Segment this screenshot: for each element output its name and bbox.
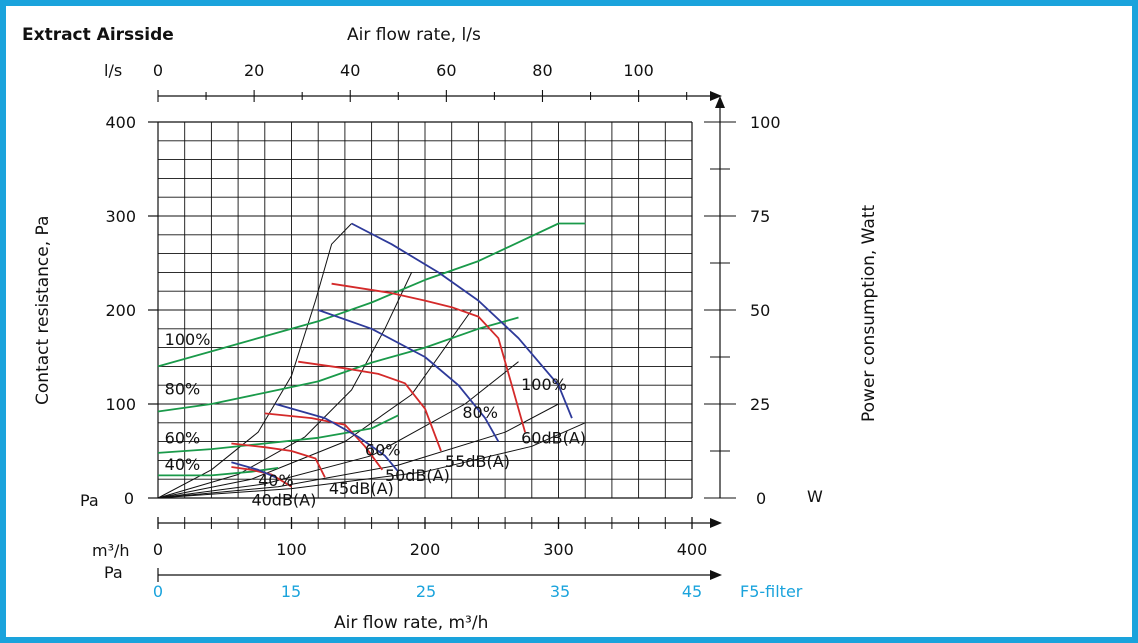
fan-curve xyxy=(231,461,276,479)
curve-label: 100% xyxy=(165,330,211,349)
top-axis-tick-label: 100 xyxy=(623,61,654,80)
curve-label: 60% xyxy=(165,428,201,447)
left-axis-unit: Pa xyxy=(80,491,99,510)
filter-axis-label: F5-filter xyxy=(740,582,803,601)
top-axis-title: Air flow rate, l/s xyxy=(347,25,481,45)
bottom-axis-tick-label: 200 xyxy=(410,540,441,559)
sound-curve xyxy=(264,412,384,471)
top-axis-tick-label: 80 xyxy=(532,61,552,80)
top-axis-tick-label: 20 xyxy=(244,61,264,80)
curve-label: 40% xyxy=(165,455,201,474)
filter-axis-tick-label: 35 xyxy=(550,582,570,601)
left-axis-tick-label: 400 xyxy=(105,113,136,132)
bottom-axis-arrow xyxy=(710,518,722,528)
right-axis-tick-label: 25 xyxy=(750,395,770,414)
filter-axis-tick-label: 25 xyxy=(416,582,436,601)
system-curve xyxy=(157,361,519,499)
curve-label: 80% xyxy=(462,403,498,422)
top-axis-tick-label: 60 xyxy=(436,61,456,80)
right-axis-unit: W xyxy=(807,487,823,506)
right-axis-arrow xyxy=(715,96,725,108)
power-curve xyxy=(157,222,586,368)
system-curve xyxy=(157,309,473,499)
curve-label: 50dB(A) xyxy=(385,466,450,485)
sound-curve xyxy=(298,360,442,452)
fan-curve xyxy=(317,309,500,443)
curve-label: 40% xyxy=(258,471,294,490)
left-axis-tick-label: 200 xyxy=(105,301,136,320)
curve-label: 45dB(A) xyxy=(329,479,394,498)
filter-axis-tick-label: 0 xyxy=(153,582,163,601)
top-axis-tick-label: 40 xyxy=(340,61,360,80)
top-axis-tick-label: 0 xyxy=(153,61,163,80)
filter-axis-tick-label: 45 xyxy=(682,582,702,601)
power-curve xyxy=(157,414,399,454)
right-axis-tick-label: 0 xyxy=(756,489,766,508)
bottom-axis-tick-label: 100 xyxy=(276,540,307,559)
filter-axis-arrow xyxy=(710,570,722,580)
bottom-axis-title: Air flow rate, m³/h xyxy=(334,613,488,633)
curve-label: 60dB(A) xyxy=(521,428,586,447)
system-curve xyxy=(157,272,413,499)
bottom-axis-unit: m³/h xyxy=(92,541,130,560)
bottom-axis-tick-label: 300 xyxy=(543,540,574,559)
sound-curve xyxy=(231,442,326,478)
right-axis-tick-label: 50 xyxy=(750,301,770,320)
sound-curve xyxy=(331,282,526,433)
curves: 100% 80% 60% 40% 100% 80% 60% 40% 60dB(A) 55dB(A)… xyxy=(157,222,586,510)
filter-axis-tick-label: 15 xyxy=(281,582,301,601)
curve-label: 60% xyxy=(365,441,401,460)
power-curve xyxy=(158,467,279,477)
left-axis-title: Contact resistance, Pa xyxy=(33,216,53,405)
left-axis-tick-label: 100 xyxy=(105,395,136,414)
bottom-axis-tick-label: 0 xyxy=(153,540,163,559)
system-curve xyxy=(157,422,586,499)
curve-label: 80% xyxy=(165,380,201,399)
curve-label: 100% xyxy=(521,375,567,394)
curve-label: 40dB(A) xyxy=(251,491,316,510)
left-axis-tick-label: 300 xyxy=(105,207,136,226)
system-curve xyxy=(157,223,352,499)
right-axis-tick-label: 100 xyxy=(750,113,781,132)
fan-curve xyxy=(351,222,573,419)
chart-title: Extract Airsside xyxy=(22,25,174,45)
curve-label: 55dB(A) xyxy=(445,452,510,471)
fan-curve xyxy=(275,403,399,473)
filter-axis-unit: Pa xyxy=(104,563,123,582)
top-axis-arrow xyxy=(710,91,722,101)
bottom-axis-tick-label: 400 xyxy=(677,540,708,559)
axes: 0 20 40 60 80 100 0 100 200 300 400 0 25 50 75 100 0 100 2… xyxy=(105,61,780,601)
left-axis-tick-label: 0 xyxy=(124,489,134,508)
grid xyxy=(157,121,693,499)
top-axis-unit: l/s xyxy=(104,61,122,80)
power-curve xyxy=(157,316,519,413)
right-axis-tick-label: 75 xyxy=(750,207,770,226)
right-axis-title: Power consumption, Watt xyxy=(859,205,879,422)
